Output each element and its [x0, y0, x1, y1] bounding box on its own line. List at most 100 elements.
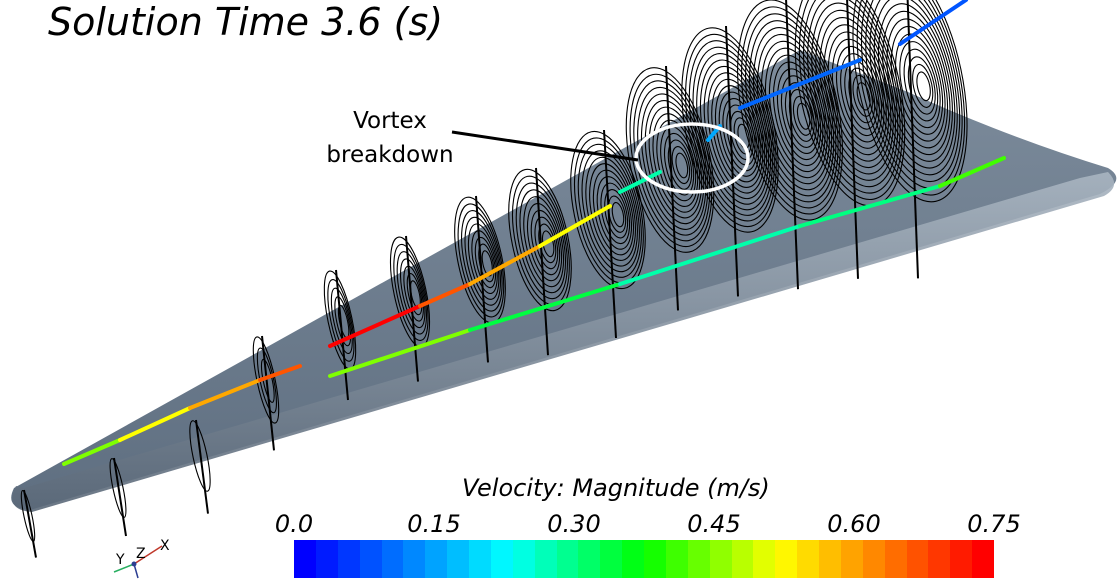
- contour-ring: [890, 25, 946, 142]
- contour-ring: [749, 20, 837, 203]
- contour-ring: [523, 196, 565, 288]
- contour-ring: [827, 31, 887, 156]
- contour-ring: [916, 71, 931, 102]
- vortex-core-segment: [618, 170, 662, 194]
- vortex-core-segment: [798, 184, 942, 228]
- contour-ring: [464, 216, 501, 306]
- colorbar-cell: [490, 540, 513, 578]
- contour-ring: [260, 358, 275, 403]
- contour-ring: [796, 102, 811, 130]
- contour-ring: [741, 6, 841, 215]
- contour-ring: [823, 24, 890, 162]
- colorbar-cell: [687, 540, 710, 578]
- colorbar-tick-3: 0.45: [687, 510, 741, 538]
- colorbar-cell: [403, 540, 426, 578]
- y-axis-label: Y: [115, 552, 125, 568]
- contour-ring: [508, 168, 572, 312]
- colorbar-tick-4: 0.60: [827, 510, 881, 538]
- contour-ring: [515, 182, 568, 300]
- contour-ring: [641, 93, 707, 230]
- contour-ring: [474, 236, 497, 289]
- contour-ring: [764, 47, 828, 179]
- contour-ring: [577, 143, 642, 278]
- colorbar-cell: [753, 540, 776, 578]
- contour-ring: [330, 287, 353, 355]
- slice-line: [785, 0, 799, 290]
- solution-time-title: Solution Time 3.6 (s): [48, 0, 444, 44]
- contour-ring: [189, 420, 211, 492]
- contour-ring: [327, 279, 355, 362]
- contour-ring: [519, 189, 566, 294]
- contour-ring: [581, 150, 640, 273]
- vortex-core-segment: [118, 406, 192, 442]
- wing-leading-edge: [12, 172, 1115, 512]
- slice-line: [261, 335, 275, 451]
- contour-ring: [856, 82, 871, 111]
- vortex-core-segment: [418, 282, 472, 308]
- contour-ring: [865, 0, 961, 183]
- x-axis-arrow: [133, 545, 163, 565]
- contour-ring: [852, 0, 968, 203]
- colorbar-tick-2: 0.30: [547, 510, 601, 538]
- contour-ring: [899, 41, 941, 129]
- contour-ring: [461, 210, 503, 312]
- contour-ring: [675, 152, 689, 179]
- vortex-core-segment: [328, 328, 472, 378]
- colorbar-tick-5: 0.75: [967, 510, 1021, 538]
- vortex-core-segment: [468, 244, 542, 286]
- contour-ring: [481, 250, 493, 277]
- contour-ring: [637, 86, 709, 236]
- contour-ring: [399, 258, 426, 329]
- colorbar-tick-1: 0.15: [407, 510, 461, 538]
- colorbar-cell: [337, 540, 360, 578]
- annotation-line-2: breakdown: [326, 142, 454, 168]
- colorbar-title: Velocity: Magnitude (m/s): [462, 474, 770, 502]
- contour-ring: [526, 203, 563, 282]
- contour-ring: [671, 146, 691, 185]
- colorbar-cell: [665, 540, 688, 578]
- vortex-core-segment: [258, 364, 302, 382]
- contour-ring: [393, 243, 429, 341]
- colorbar-cell: [972, 540, 994, 578]
- triad-origin: [131, 561, 137, 567]
- x-axis-label: X: [160, 538, 170, 554]
- contour-ring: [745, 13, 839, 209]
- colorbar-cell: [556, 540, 579, 578]
- contour-ring: [869, 0, 958, 176]
- contour-ring: [907, 56, 936, 115]
- contour-ring: [856, 0, 966, 196]
- vortex-core-segment: [188, 378, 262, 410]
- colorbar-cell: [731, 540, 754, 578]
- contour-ring: [784, 82, 817, 148]
- contour-ring: [600, 182, 631, 245]
- contour-ring: [652, 113, 701, 213]
- contour-ring: [625, 67, 715, 253]
- vortex-breakdown-ring: [634, 122, 750, 194]
- contour-ring: [882, 10, 951, 156]
- vortex-core-segment: [468, 282, 622, 332]
- contour-ring: [912, 63, 934, 108]
- colorbar-cell: [819, 540, 841, 578]
- vortex-core-segment: [618, 224, 802, 286]
- colorbar-cell: [644, 540, 666, 578]
- velocity-colorbar: [294, 540, 994, 578]
- slice-line: [195, 419, 209, 514]
- colorbar-cell: [797, 540, 819, 578]
- slice-line: [335, 269, 349, 401]
- colorbar-cell: [840, 540, 863, 578]
- contour-ring: [534, 216, 559, 270]
- vortex-core-segment: [328, 304, 422, 348]
- slice-line: [846, 0, 859, 279]
- colorbar-cell: [359, 540, 382, 578]
- contour-ring: [811, 2, 897, 181]
- colorbar-cell: [534, 540, 557, 578]
- contour-ring: [663, 132, 695, 196]
- vortex-core-segment: [538, 204, 612, 248]
- annotation-line-1: Vortex: [353, 108, 427, 134]
- annotation-pointer: [451, 130, 639, 162]
- contour-ring: [772, 61, 824, 167]
- slice-line: [725, 25, 739, 297]
- colorbar-cell: [862, 540, 885, 578]
- contour-ring: [685, 33, 777, 228]
- slice-line: [906, 0, 919, 279]
